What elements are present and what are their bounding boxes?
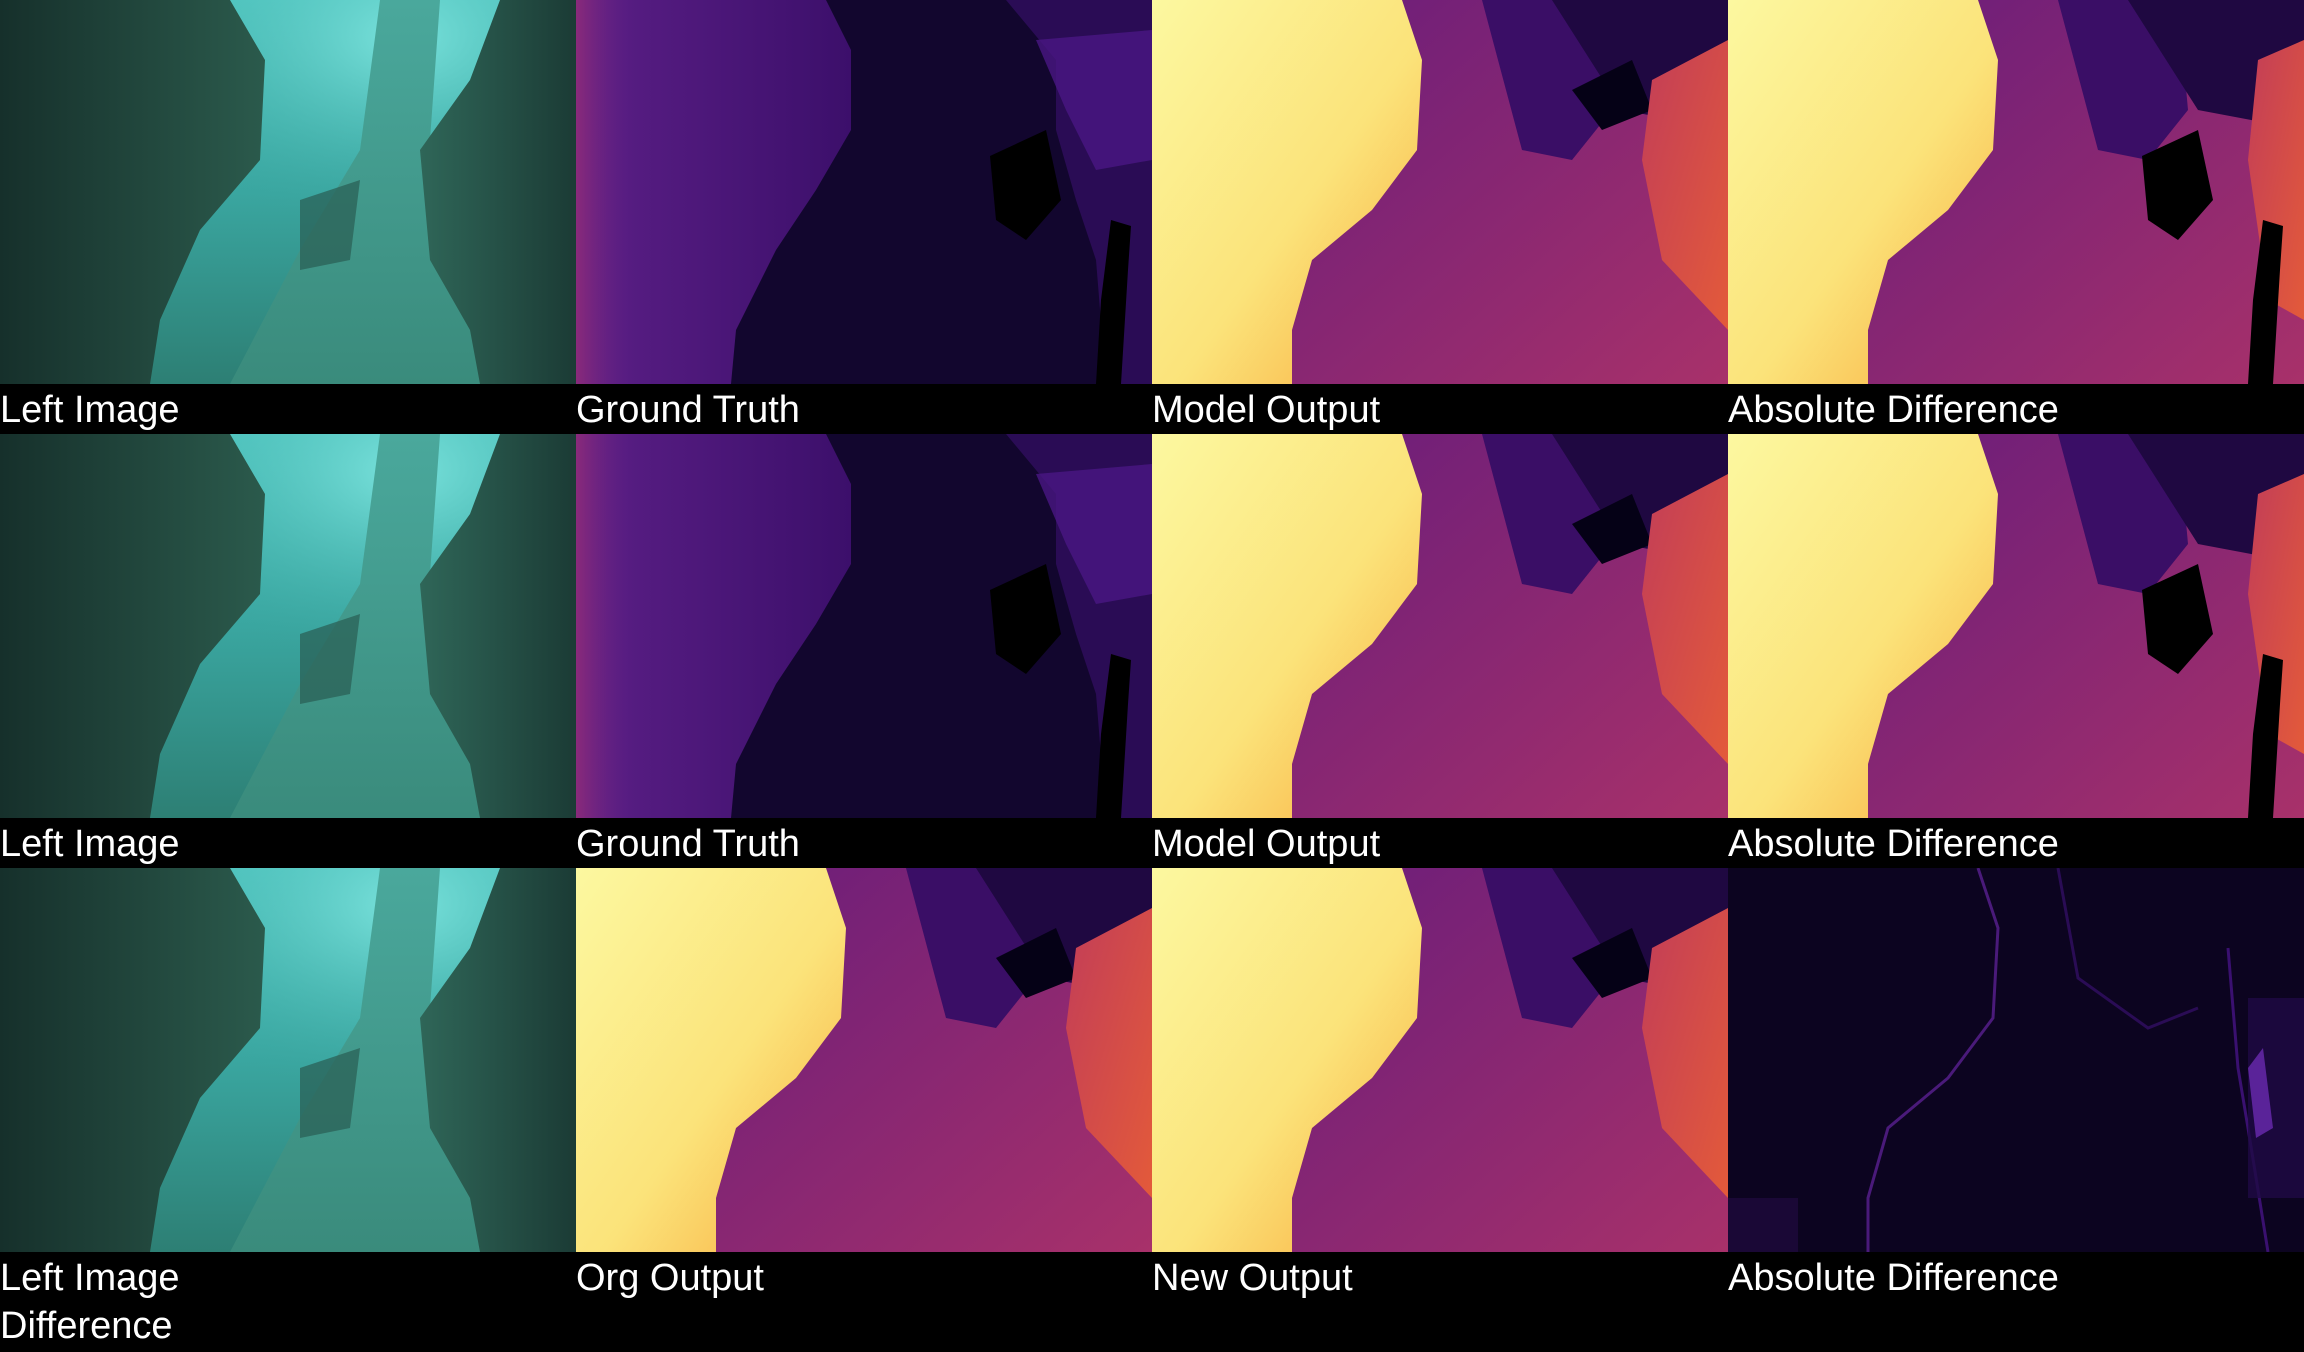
org-output-panel: Org Output [576, 868, 1152, 1302]
left-image [0, 868, 576, 1252]
panel-label: Left Image [0, 823, 180, 865]
absolute-difference-map [1728, 434, 2304, 818]
model-output-panel: Model Output [1152, 0, 1728, 434]
model-output-panel: Model Output [1152, 434, 1728, 868]
left-image [0, 0, 576, 384]
ground-truth-map [576, 434, 1152, 818]
left-image-panel: Left Image [0, 868, 576, 1302]
panel-label: Absolute Difference [1728, 1257, 2059, 1299]
new-output-map [1152, 868, 1728, 1252]
left-image-panel: Left Image [0, 0, 576, 434]
ground-truth-panel: Ground Truth [576, 0, 1152, 434]
panel-label: Ground Truth [576, 823, 800, 865]
new-output-panel: New Output [1152, 868, 1728, 1302]
caption-difference: Difference [0, 1305, 173, 1347]
left-image [0, 434, 576, 818]
ground-truth-map [576, 0, 1152, 384]
panel-label: Left Image [0, 389, 180, 431]
absolute-difference-map [1728, 0, 2304, 384]
grid-row-3: Left Image Org Output [0, 868, 2304, 1302]
panel-label: Left Image [0, 1257, 180, 1299]
panel-label: Model Output [1152, 823, 1381, 865]
absolute-difference-panel: Absolute Difference [1728, 0, 2304, 434]
grid-row-2: Left Image Ground Truth [0, 434, 2304, 868]
left-image-panel: Left Image [0, 434, 576, 868]
model-output-map [1152, 434, 1728, 818]
panel-label: Ground Truth [576, 389, 800, 431]
panel-label: Absolute Difference [1728, 389, 2059, 431]
panel-label: Org Output [576, 1257, 764, 1299]
panel-label: Absolute Difference [1728, 823, 2059, 865]
org-output-map [576, 868, 1152, 1252]
panel-label: New Output [1152, 1257, 1353, 1299]
absolute-difference-map [1728, 868, 2304, 1252]
panel-label: Model Output [1152, 389, 1381, 431]
absolute-difference-panel: Absolute Difference [1728, 434, 2304, 868]
grid-row-1: Left Image Ground Truth [0, 0, 2304, 434]
absolute-difference-panel: Absolute Difference [1728, 868, 2304, 1302]
ground-truth-panel: Ground Truth [576, 434, 1152, 868]
model-output-map [1152, 0, 1728, 384]
